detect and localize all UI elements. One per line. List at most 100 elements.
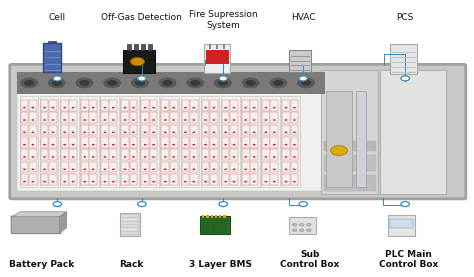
Circle shape	[124, 107, 127, 109]
Bar	[121, 112, 129, 123]
Bar	[190, 162, 198, 173]
Circle shape	[52, 107, 55, 109]
Circle shape	[233, 168, 236, 170]
Bar	[150, 125, 157, 135]
Bar	[150, 150, 157, 160]
Circle shape	[284, 144, 287, 145]
Bar	[162, 150, 169, 160]
Bar	[148, 44, 152, 50]
Circle shape	[52, 181, 55, 183]
Bar	[170, 125, 178, 135]
Bar	[271, 162, 278, 173]
Circle shape	[253, 119, 255, 121]
Bar	[69, 150, 77, 160]
Bar	[81, 137, 89, 148]
Polygon shape	[13, 212, 67, 217]
Bar	[41, 100, 48, 111]
Circle shape	[43, 107, 46, 109]
Circle shape	[52, 80, 62, 86]
Circle shape	[112, 107, 115, 109]
Circle shape	[224, 168, 227, 170]
Bar	[49, 112, 57, 123]
Circle shape	[233, 107, 236, 109]
Circle shape	[253, 132, 255, 133]
Bar	[129, 112, 137, 123]
Circle shape	[23, 168, 26, 170]
Circle shape	[172, 156, 175, 158]
Circle shape	[48, 78, 65, 88]
Bar	[206, 50, 229, 64]
Circle shape	[135, 80, 145, 86]
Bar	[61, 112, 69, 123]
Text: Sub
Control Box: Sub Control Box	[280, 250, 339, 270]
Bar	[129, 162, 137, 173]
Bar	[250, 150, 258, 160]
Bar	[81, 112, 89, 123]
Bar	[90, 162, 97, 173]
Bar	[324, 155, 375, 171]
Bar	[81, 162, 89, 173]
Bar	[81, 125, 89, 135]
Bar	[49, 162, 57, 173]
Bar	[109, 162, 117, 173]
Bar	[182, 150, 189, 160]
Circle shape	[137, 202, 146, 207]
Bar	[291, 112, 298, 123]
Bar	[182, 162, 189, 173]
Circle shape	[264, 144, 267, 145]
Bar	[206, 215, 209, 218]
Bar	[271, 112, 278, 123]
Circle shape	[31, 181, 34, 183]
Bar	[141, 174, 149, 185]
Bar	[223, 215, 226, 218]
Bar	[324, 175, 375, 191]
Circle shape	[164, 156, 167, 158]
Circle shape	[20, 78, 37, 88]
Bar	[109, 137, 117, 148]
Bar	[141, 162, 149, 173]
Bar	[230, 162, 238, 173]
Circle shape	[245, 144, 247, 145]
Bar	[61, 100, 69, 111]
Bar	[19, 96, 38, 187]
Circle shape	[52, 144, 55, 145]
Bar	[250, 162, 258, 173]
Circle shape	[43, 181, 46, 183]
Circle shape	[293, 156, 296, 158]
Circle shape	[264, 168, 267, 170]
Bar	[29, 150, 36, 160]
Bar	[121, 222, 138, 224]
Circle shape	[273, 168, 276, 170]
Circle shape	[401, 76, 410, 81]
Circle shape	[152, 119, 155, 121]
Bar	[41, 174, 48, 185]
Circle shape	[245, 156, 247, 158]
Bar	[129, 125, 137, 135]
Circle shape	[92, 107, 95, 109]
Circle shape	[43, 144, 46, 145]
Bar	[101, 162, 109, 173]
Circle shape	[152, 144, 155, 145]
Circle shape	[306, 223, 311, 226]
Circle shape	[103, 181, 106, 183]
Circle shape	[212, 119, 215, 121]
Bar	[230, 137, 238, 148]
Circle shape	[72, 181, 74, 183]
Circle shape	[92, 156, 95, 158]
Bar	[390, 219, 413, 228]
Bar	[242, 100, 250, 111]
Bar	[121, 150, 129, 160]
Circle shape	[132, 168, 135, 170]
Circle shape	[293, 132, 296, 133]
Bar	[271, 125, 278, 135]
FancyBboxPatch shape	[10, 64, 466, 199]
Circle shape	[284, 107, 287, 109]
Bar	[41, 150, 48, 160]
Circle shape	[23, 119, 26, 121]
Bar	[241, 96, 260, 187]
Bar	[201, 112, 210, 123]
Bar	[49, 150, 57, 160]
Circle shape	[31, 107, 34, 109]
Circle shape	[63, 168, 66, 170]
Bar	[210, 150, 218, 160]
